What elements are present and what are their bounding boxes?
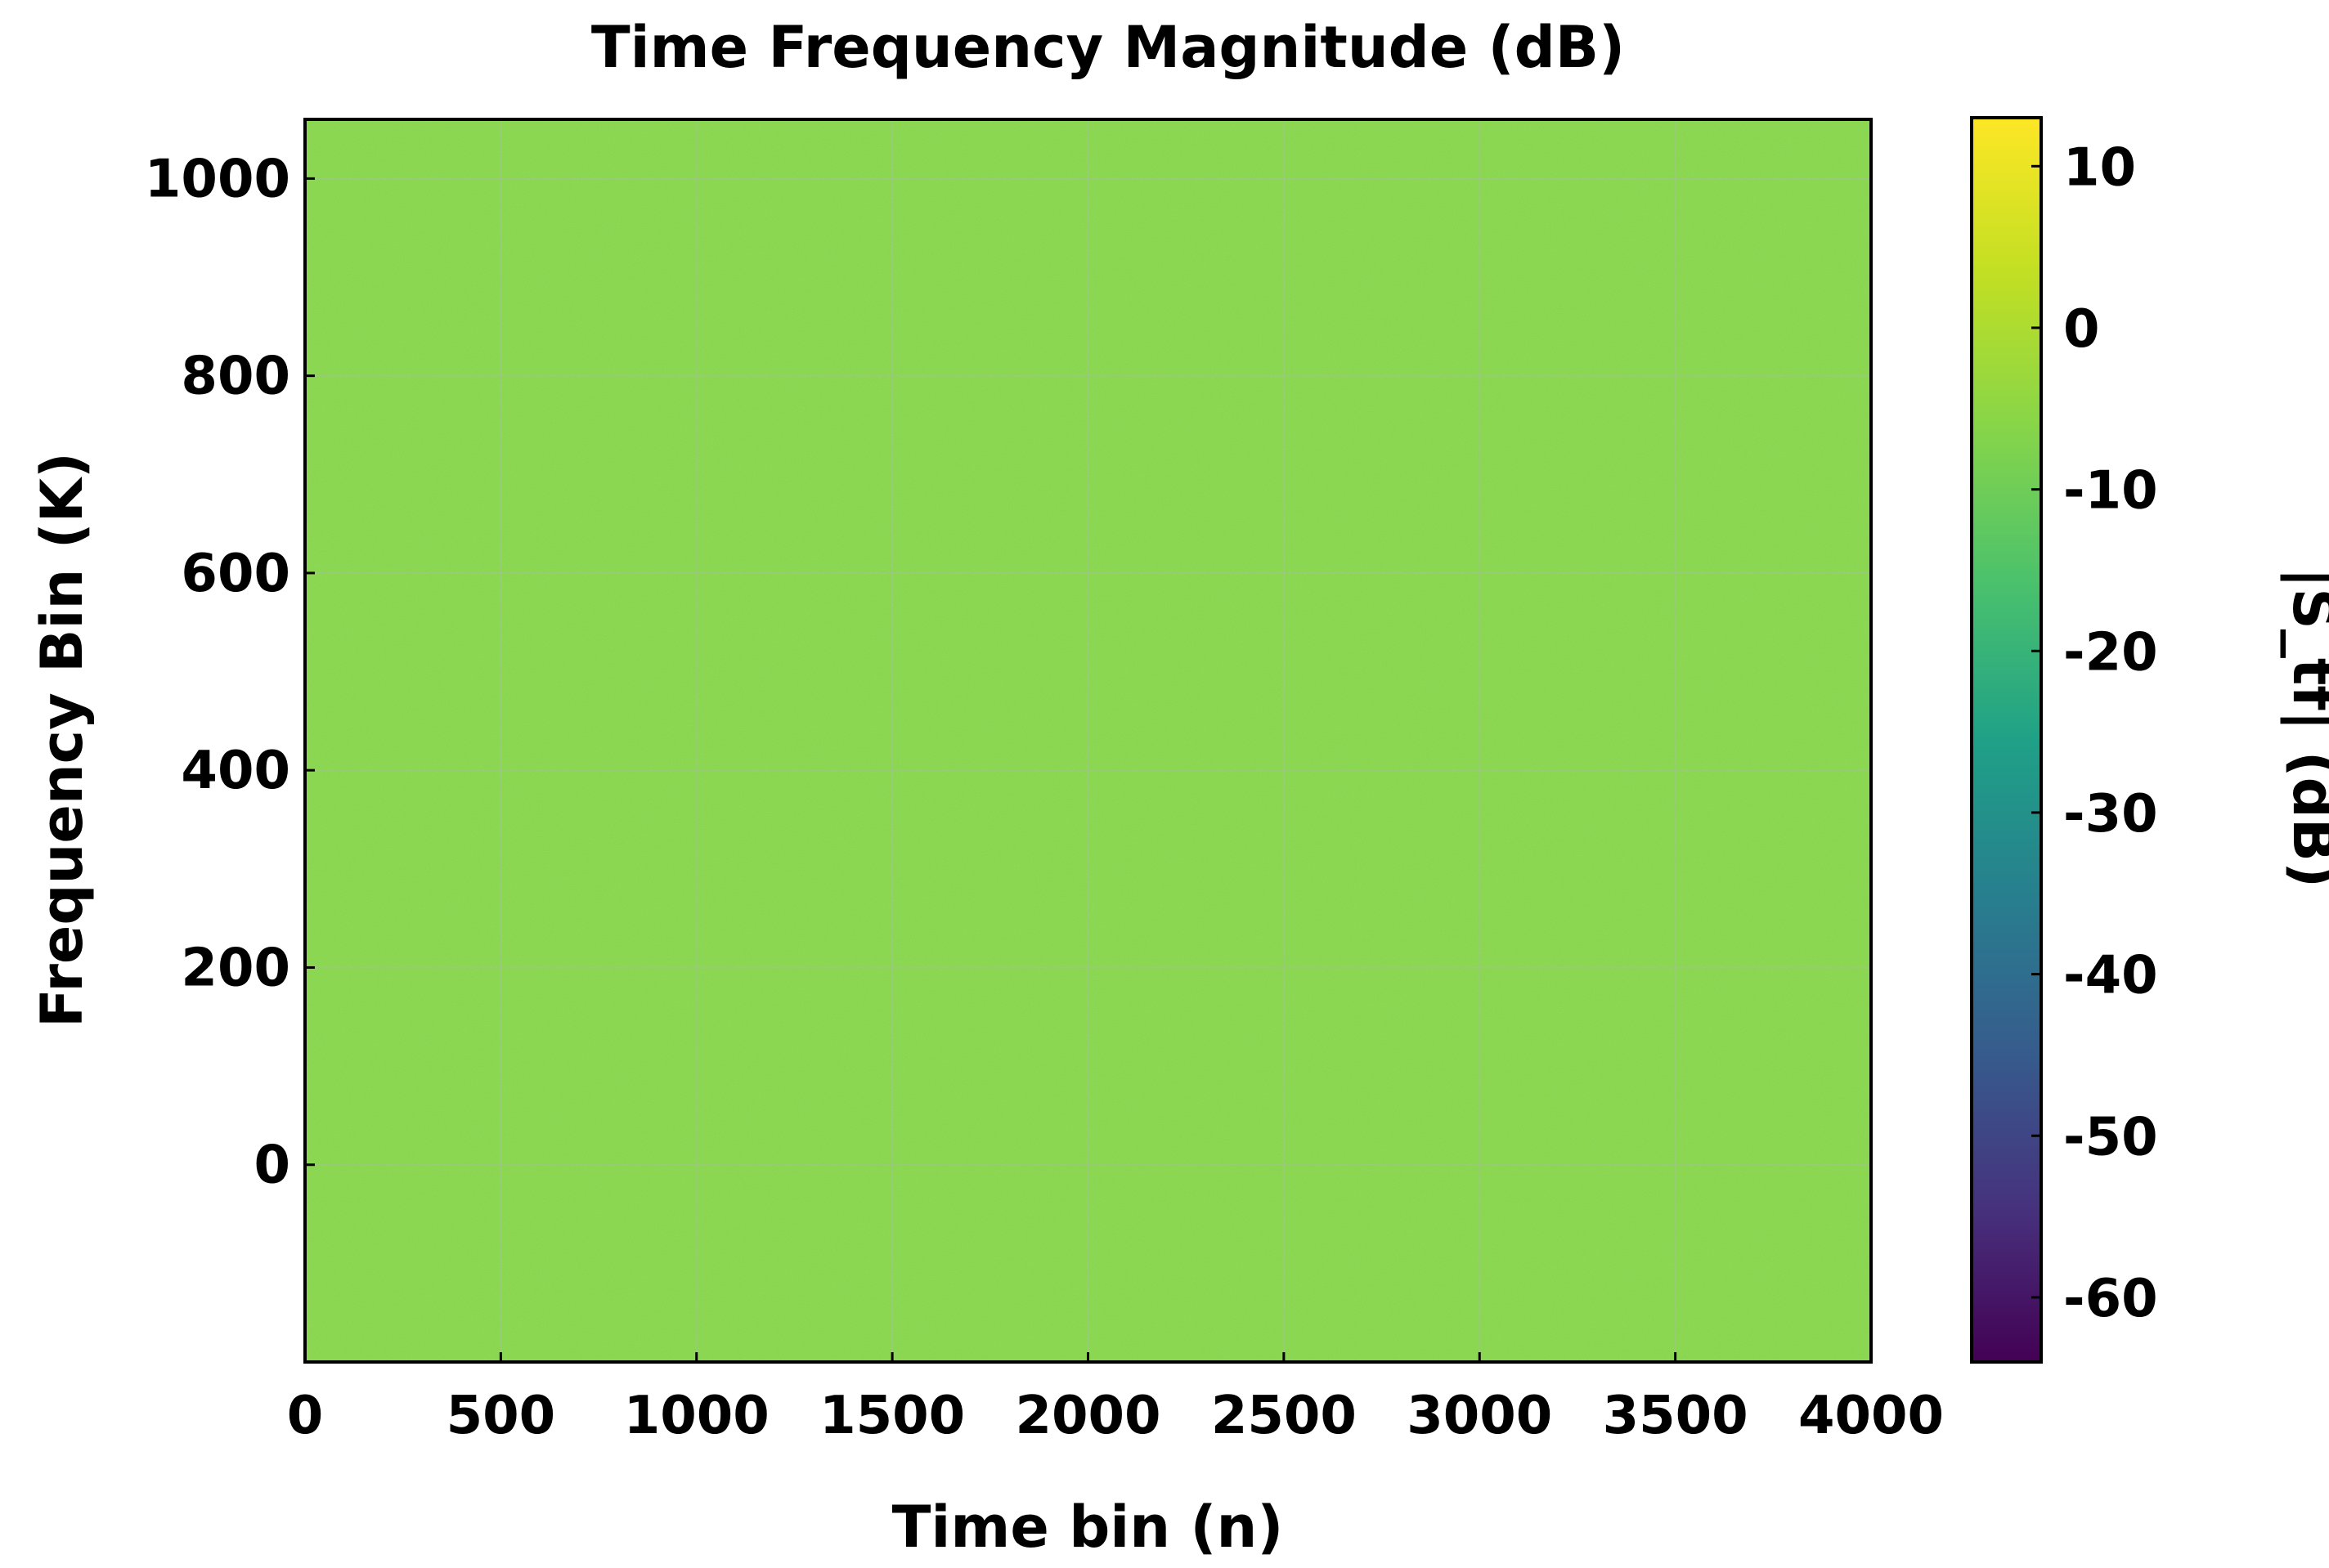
y-axis-label: Frequency Bin (K)	[29, 452, 96, 1028]
colorbar-tick-label: -60	[2063, 1269, 2158, 1329]
plot-area: 0 500 1000 1500 2000 2500 3000 3500 4000 0 200 400…	[145, 118, 1944, 1446]
grid	[305, 119, 1871, 1362]
y-tick-label: 400	[181, 741, 290, 801]
colorbar-gradient	[1970, 116, 2043, 1364]
y-tick-label: 200	[181, 938, 290, 998]
x-tick-label: 3500	[1603, 1386, 1748, 1446]
x-tick-label: 2500	[1211, 1386, 1357, 1446]
colorbar-ticks: 10 0 -10 -20 -30 -40 -50 -60	[2031, 137, 2158, 1329]
colorbar-label: |S_tf| (dB)	[2280, 567, 2329, 888]
y-tick-label: 800	[181, 347, 290, 407]
colorbar-tick-label: -10	[2063, 461, 2158, 522]
x-tick-label: 1000	[624, 1386, 770, 1446]
x-tick-label: 1500	[819, 1386, 965, 1446]
y-tick-label: 600	[181, 544, 290, 604]
colorbar-tick-label: 0	[2063, 299, 2100, 360]
y-tick-label: 0	[254, 1136, 290, 1196]
x-axis-ticks: 0 500 1000 1500 2000 2500 3000 3500 4000	[287, 1352, 1944, 1446]
y-tick-label: 1000	[145, 149, 290, 209]
x-tick-label: 500	[447, 1386, 556, 1446]
colorbar-tick-label: -20	[2063, 622, 2158, 683]
x-tick-label: 4000	[1798, 1386, 1944, 1446]
x-tick-label: 0	[287, 1386, 324, 1446]
x-tick-label: 2000	[1015, 1386, 1160, 1446]
colorbar-tick-label: -40	[2063, 946, 2158, 1006]
x-axis-label: Time bin (n)	[892, 1494, 1284, 1561]
colorbar: 10 0 -10 -20 -30 -40 -50 -60 |S_tf| (dB)	[1970, 116, 2329, 1364]
colorbar-tick-label: 10	[2063, 137, 2136, 198]
colorbar-tick-label: -50	[2063, 1107, 2158, 1167]
y-axis-ticks: 0 200 400 600 800 1000	[145, 149, 315, 1196]
chart-title: Time Frequency Magnitude (dB)	[591, 14, 1625, 81]
x-tick-label: 3000	[1407, 1386, 1552, 1446]
colorbar-tick-label: -30	[2063, 784, 2158, 844]
